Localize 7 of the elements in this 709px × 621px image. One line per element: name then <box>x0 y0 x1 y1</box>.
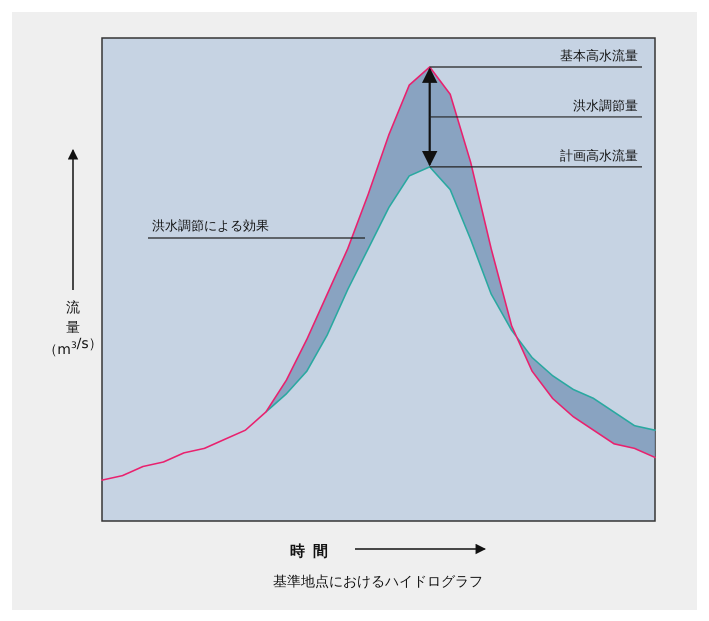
annotation: 計画高水流量 <box>560 148 638 164</box>
ylabel: 流量（m$^{3}$/s） <box>43 300 103 358</box>
title: 基準地点におけるハイドログラフ <box>273 574 483 590</box>
xlabel: 時間 <box>290 542 336 560</box>
annotation: 洪水調節による効果 <box>152 219 269 234</box>
annotation: 洪水調節量 <box>573 98 638 114</box>
annotation: 基本高水流量 <box>560 48 638 64</box>
